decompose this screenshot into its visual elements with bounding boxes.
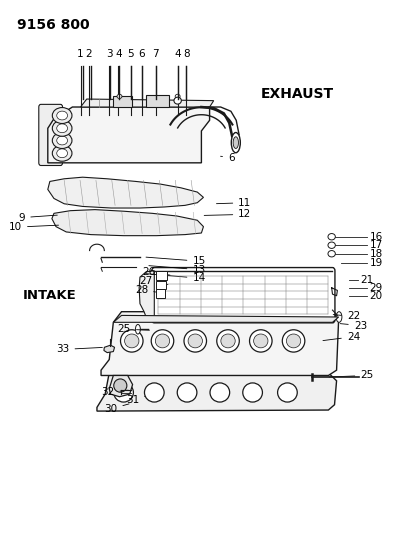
Text: 9: 9	[18, 213, 57, 223]
Ellipse shape	[175, 94, 180, 99]
Text: 18: 18	[369, 249, 383, 259]
Text: 23: 23	[340, 320, 367, 330]
Ellipse shape	[210, 383, 230, 402]
Text: 16: 16	[369, 232, 383, 242]
Text: 3: 3	[106, 49, 113, 59]
Text: 15: 15	[146, 256, 206, 266]
Ellipse shape	[231, 133, 240, 153]
Ellipse shape	[286, 334, 301, 348]
Ellipse shape	[57, 149, 67, 158]
Ellipse shape	[117, 94, 122, 99]
Ellipse shape	[282, 330, 305, 352]
Ellipse shape	[151, 330, 174, 352]
Ellipse shape	[52, 133, 72, 149]
Ellipse shape	[217, 330, 239, 352]
Polygon shape	[48, 107, 210, 163]
Text: 28: 28	[135, 285, 164, 295]
Ellipse shape	[114, 379, 127, 392]
Ellipse shape	[328, 251, 335, 257]
Polygon shape	[104, 345, 115, 353]
Text: INTAKE: INTAKE	[23, 289, 77, 302]
Text: 26: 26	[142, 267, 170, 277]
Ellipse shape	[243, 383, 263, 402]
Polygon shape	[139, 271, 154, 320]
FancyBboxPatch shape	[39, 104, 62, 165]
Ellipse shape	[328, 233, 335, 240]
Text: 7: 7	[152, 49, 159, 59]
Ellipse shape	[120, 330, 143, 352]
Text: 30: 30	[104, 404, 129, 414]
Text: EXHAUST: EXHAUST	[261, 87, 334, 101]
Ellipse shape	[155, 334, 170, 348]
Ellipse shape	[254, 334, 268, 348]
Ellipse shape	[184, 330, 206, 352]
Polygon shape	[81, 99, 214, 107]
Bar	[155, 281, 166, 289]
Text: 1: 1	[77, 49, 84, 59]
Ellipse shape	[233, 137, 238, 149]
Bar	[155, 271, 167, 280]
Text: 2: 2	[85, 49, 92, 59]
Ellipse shape	[328, 242, 335, 248]
Text: 21: 21	[360, 276, 374, 285]
Text: 10: 10	[9, 222, 58, 232]
Ellipse shape	[52, 120, 72, 136]
Ellipse shape	[249, 330, 272, 352]
Polygon shape	[52, 209, 203, 236]
Polygon shape	[109, 375, 133, 397]
Ellipse shape	[114, 383, 134, 402]
Ellipse shape	[125, 334, 139, 348]
Text: 25: 25	[329, 370, 374, 381]
Text: 5: 5	[128, 49, 134, 59]
Text: 29: 29	[369, 284, 383, 293]
Text: 33: 33	[56, 344, 102, 354]
Ellipse shape	[174, 97, 181, 104]
Ellipse shape	[57, 136, 67, 145]
Text: 17: 17	[369, 240, 383, 250]
Text: 4: 4	[115, 49, 122, 59]
Polygon shape	[113, 316, 339, 322]
Ellipse shape	[52, 146, 72, 161]
Ellipse shape	[221, 334, 235, 348]
Text: 20: 20	[369, 291, 383, 301]
Text: 27: 27	[139, 276, 168, 286]
Ellipse shape	[188, 334, 203, 348]
Text: 19: 19	[369, 259, 383, 268]
Text: 12: 12	[204, 209, 252, 220]
Text: 6: 6	[139, 49, 145, 59]
Ellipse shape	[336, 312, 342, 322]
Polygon shape	[101, 312, 339, 375]
Text: 8: 8	[183, 49, 189, 59]
Ellipse shape	[277, 383, 297, 402]
Text: 13: 13	[149, 265, 206, 274]
Ellipse shape	[177, 383, 197, 402]
Text: 31: 31	[126, 395, 145, 406]
Ellipse shape	[145, 383, 164, 402]
Polygon shape	[146, 95, 169, 107]
Ellipse shape	[136, 325, 141, 334]
FancyBboxPatch shape	[152, 268, 335, 323]
Text: 9156 800: 9156 800	[17, 18, 90, 31]
Ellipse shape	[52, 108, 72, 124]
Text: 4: 4	[174, 49, 181, 59]
Text: 6: 6	[221, 152, 235, 163]
Text: 14: 14	[146, 273, 206, 283]
Text: 25: 25	[118, 324, 150, 334]
Bar	[155, 289, 165, 298]
Polygon shape	[48, 177, 203, 208]
Text: 24: 24	[323, 332, 360, 342]
Text: 22: 22	[333, 311, 360, 321]
Ellipse shape	[57, 111, 67, 120]
Polygon shape	[113, 96, 132, 107]
Text: 32: 32	[102, 387, 128, 398]
Polygon shape	[97, 373, 337, 411]
Text: 11: 11	[217, 198, 252, 208]
Ellipse shape	[57, 124, 67, 133]
